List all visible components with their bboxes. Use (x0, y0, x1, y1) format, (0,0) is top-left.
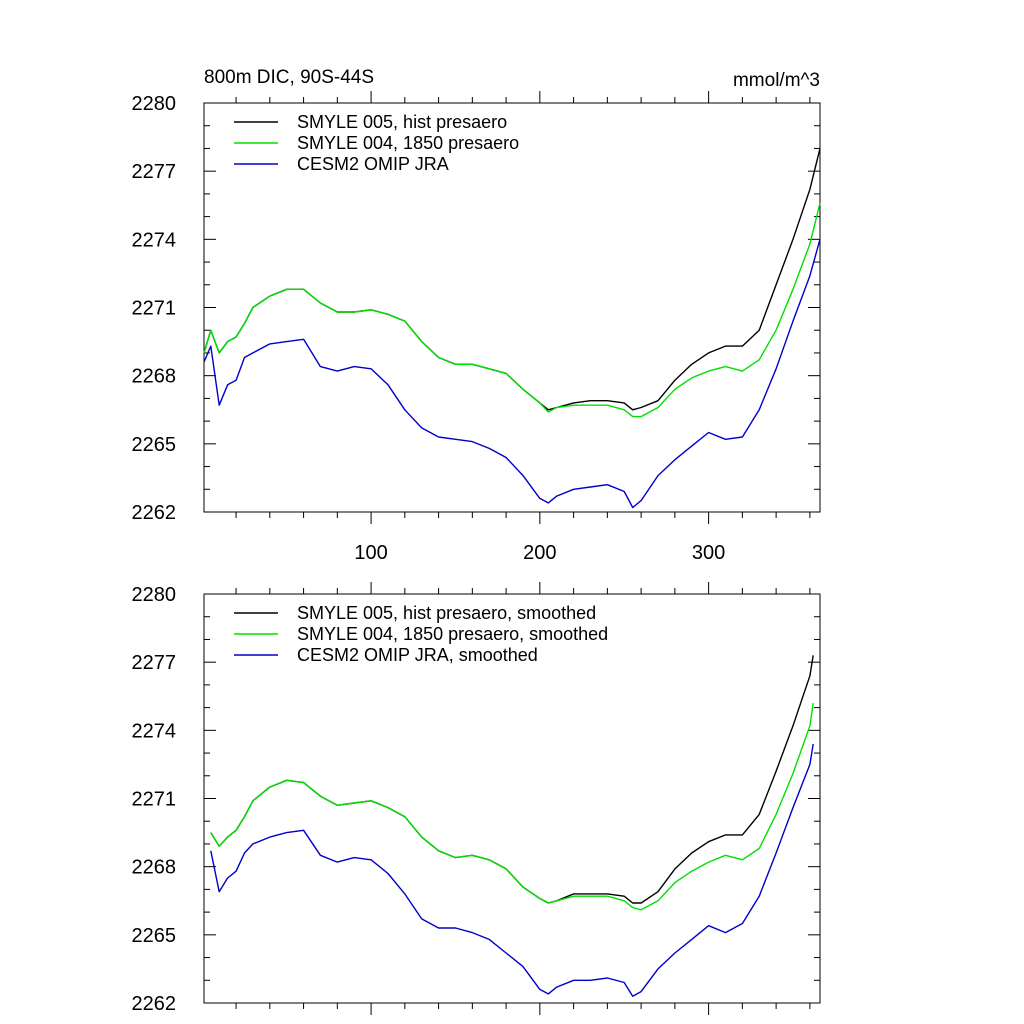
series-line-3 (210, 743, 814, 997)
x-tick-label: 200 (523, 542, 556, 564)
series-line-2 (210, 702, 814, 911)
series-line-3 (203, 239, 821, 509)
legend-label: SMYLE 004, 1850 presaero, smoothed (297, 624, 608, 644)
y-tick-label: 2265 (132, 434, 177, 456)
series-line-1 (210, 655, 814, 904)
y-tick-label: 2268 (132, 366, 177, 388)
y-tick-label: 2271 (132, 298, 177, 320)
y-tick-label: 2280 (132, 93, 177, 115)
top-chart-units: mmol/m^3 (733, 70, 820, 91)
x-tick-label: 100 (354, 542, 387, 564)
series-line-1 (203, 148, 821, 411)
y-tick-label: 2274 (132, 229, 177, 251)
legend-label: SMYLE 005, hist presaero (297, 112, 507, 132)
y-tick-label: 2277 (132, 652, 177, 674)
y-tick-label: 2280 (132, 584, 177, 606)
y-tick-label: 2277 (132, 161, 177, 183)
bottom-chart-panel: 2262 2265 2268 2271 2274 2277 2280 SMYLE 005, h… (132, 582, 821, 1015)
legend-label: SMYLE 005, hist presaero, smoothed (297, 603, 596, 623)
y-tick-label: 2274 (132, 720, 177, 742)
y-tick-label: 2262 (132, 993, 177, 1015)
legend-label: CESM2 OMIP JRA (297, 154, 449, 174)
y-tick-label: 2262 (132, 502, 177, 524)
top-chart-title: 800m DIC, 90S-44S (204, 67, 374, 88)
series-line-2 (203, 202, 821, 418)
legend-label: SMYLE 004, 1850 presaero (297, 133, 519, 153)
y-tick-label: 2265 (132, 925, 177, 947)
x-tick-label: 300 (692, 542, 725, 564)
legend-label: CESM2 OMIP JRA, smoothed (297, 645, 538, 665)
y-tick-label: 2268 (132, 857, 177, 879)
y-tick-label: 2271 (132, 789, 177, 811)
top-chart-panel: 800m DIC, 90S-44S mmol/m^3 2262 2265 2268 2… (132, 67, 821, 564)
